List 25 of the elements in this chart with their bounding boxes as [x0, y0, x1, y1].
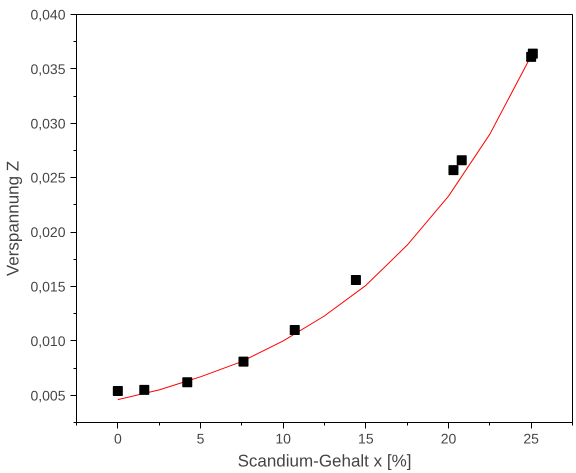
- y-tick-label: 0,005: [30, 387, 66, 404]
- x-tick-label: 10: [275, 430, 292, 446]
- point: [456, 155, 467, 166]
- point: [350, 274, 361, 285]
- y-tick-label: 0,025: [30, 170, 66, 186]
- point: [528, 48, 538, 59]
- point: [139, 384, 150, 395]
- point: [448, 165, 458, 176]
- point: [112, 386, 123, 396]
- y-tick-label: 0,010: [30, 332, 66, 349]
- point: [238, 356, 248, 367]
- y-tick-label: 0,035: [30, 60, 66, 77]
- y-axis-title: Verspannung Z: [3, 160, 22, 276]
- point: [182, 377, 192, 388]
- point: [290, 325, 300, 336]
- y-tick-label: 0,040: [30, 6, 66, 22]
- x-tick-label: 0: [114, 430, 122, 446]
- x-tick-label: 15: [358, 430, 374, 446]
- y-tick-label: 0,020: [30, 224, 66, 240]
- y-tick-label: 0,030: [30, 115, 66, 132]
- y-tick-label: 0,015: [30, 278, 66, 294]
- x-tick-label: 25: [523, 430, 540, 446]
- x-tick-label: 5: [196, 430, 205, 446]
- x-axis-title: Scandium-Gehalt x [%]: [238, 452, 412, 470]
- x-tick-label: 20: [440, 430, 456, 446]
